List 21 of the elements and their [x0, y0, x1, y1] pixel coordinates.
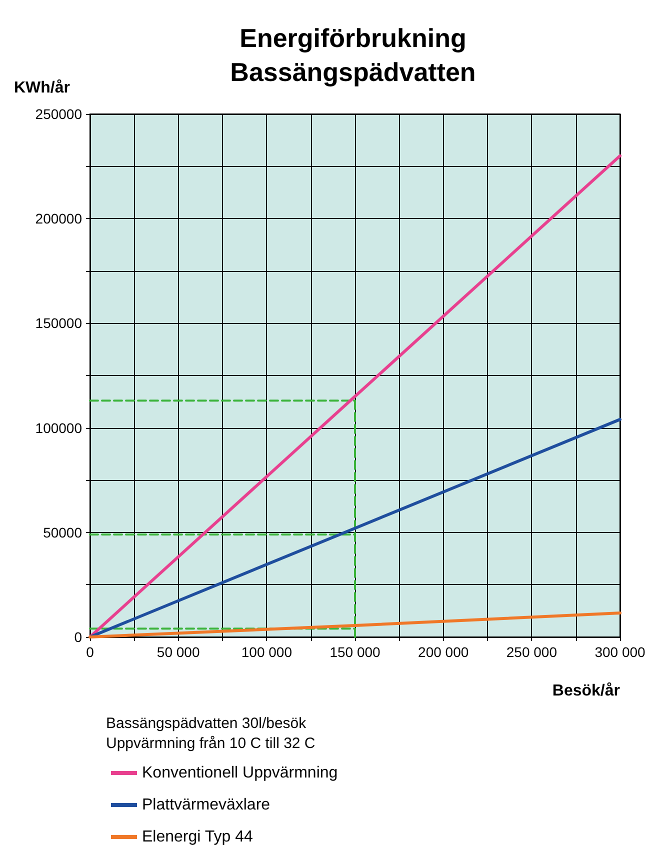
chart-title: Energiförbrukning Bassängspädvatten [230, 23, 476, 87]
y-tick-label: 50000 [43, 524, 82, 540]
legend-label: Plattvärmeväxlare [142, 796, 270, 814]
x-tick-label: 100 000 [241, 644, 292, 660]
x-axis-title: Besök/år [552, 682, 620, 700]
x-tick-label: 200 000 [418, 644, 469, 660]
x-tick-label: 150 000 [330, 644, 381, 660]
x-tick-label: 300 000 [594, 644, 646, 660]
y-tick-label: 0 [74, 629, 82, 645]
y-tick-label: 200000 [35, 210, 82, 227]
y-tick-label: 150000 [35, 315, 82, 332]
x-tick-label: 50 000 [156, 644, 200, 660]
x-tick-label: 250 000 [506, 644, 558, 660]
legend-label: Elenergi Typ 44 [142, 828, 253, 846]
text: Bassängspädvatten 30l/besök [106, 715, 307, 732]
y-axis-title: KWh/år [14, 78, 70, 96]
text: Uppvärmning från 10 C till 32 C [106, 735, 316, 752]
y-tick-label: 100000 [35, 420, 82, 436]
legend-label: Konventionell Uppvärmning [142, 764, 338, 782]
y-tick-label: 250000 [35, 106, 82, 122]
x-tick-label: 0 [86, 644, 94, 660]
